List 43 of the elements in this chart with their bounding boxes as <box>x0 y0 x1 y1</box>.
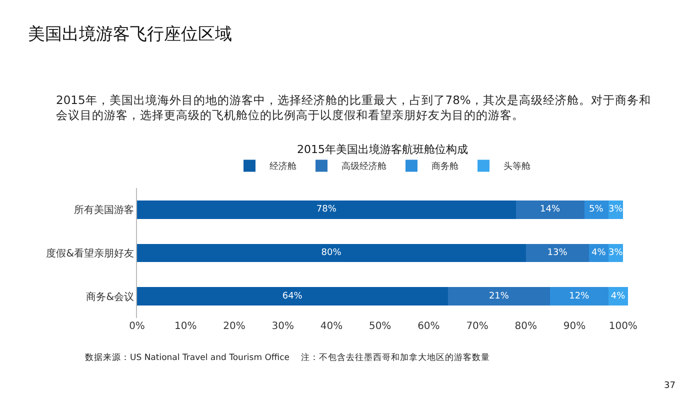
y-tick-label: 度假&看望亲朋好友 <box>46 248 134 260</box>
legend-label: 头等舱 <box>504 161 530 172</box>
x-tick-label: 50% <box>368 321 392 332</box>
bar <box>137 244 526 262</box>
data-label: 3% <box>608 248 624 258</box>
legend-label: 经济舱 <box>270 161 296 172</box>
data-label: 14% <box>540 204 560 215</box>
bar <box>137 200 516 219</box>
bar <box>448 287 550 306</box>
x-tick-label: 0% <box>129 321 145 332</box>
x-tick-label: 100% <box>608 321 638 332</box>
bar <box>137 287 448 306</box>
chart-subtitle: 2015年，美国出境海外目的地的游客中，选择经济舱的比重最大，占到了78%，其次是高级经济舱。对于商务和会议目的游客，选择更高级的飞机舱位的比例高于以度假和看望亲朋好友为目的的游客。 <box>56 93 651 122</box>
legend-label: 商务舱 <box>432 161 458 172</box>
legend-label: 高级经济舱 <box>342 161 386 172</box>
data-label: 64% <box>282 291 303 302</box>
bar <box>516 200 584 219</box>
data-label: 3% <box>608 204 624 215</box>
bar <box>550 287 609 306</box>
x-tick-label: 30% <box>272 321 294 332</box>
x-tick-label: 40% <box>320 321 343 332</box>
text: 注：不包含去往墨西哥和加拿大地区的游客数量 <box>301 352 490 363</box>
y-tick-label: 所有美国游客 <box>74 204 134 216</box>
x-tick-label: 20% <box>223 321 246 332</box>
y-tick-label: 商务&会议 <box>86 290 134 303</box>
data-label: 12% <box>569 291 590 302</box>
bar <box>526 244 590 262</box>
data-label: 80% <box>321 248 342 258</box>
x-tick-label: 80% <box>514 321 538 332</box>
x-tick-label: 90% <box>563 321 586 332</box>
text: 37 <box>664 381 676 391</box>
data-label: 78% <box>316 204 337 215</box>
chart-title: 美国出境游客飞行座位区域 <box>28 24 232 44</box>
x-tick-label: 10% <box>174 321 197 332</box>
text: 2015年美国出境游客航班舱位构成 <box>297 143 468 156</box>
data-label: 4% <box>610 291 626 302</box>
data-label: 4% <box>591 248 606 258</box>
x-tick-label: 70% <box>466 321 488 332</box>
data-label: 13% <box>547 248 568 258</box>
data-label: 5% <box>589 204 604 215</box>
x-tick-label: 60% <box>418 321 440 332</box>
source-note: 数据来源：US National Travel and Tourism Office <box>85 352 290 363</box>
data-label: 21% <box>488 291 510 302</box>
